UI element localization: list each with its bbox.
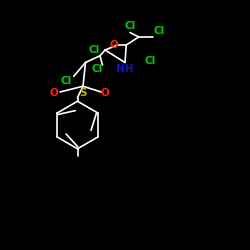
Text: O: O [110,40,118,50]
Text: NH: NH [116,64,134,74]
Text: S: S [79,88,87,98]
Text: Cl: Cl [60,76,72,86]
Text: Cl: Cl [124,21,136,31]
Text: Cl: Cl [144,56,156,66]
Text: Cl: Cl [88,45,100,55]
Text: Cl: Cl [153,26,164,36]
Text: Cl: Cl [92,64,103,74]
Text: O: O [100,88,110,98]
Text: O: O [50,88,58,98]
